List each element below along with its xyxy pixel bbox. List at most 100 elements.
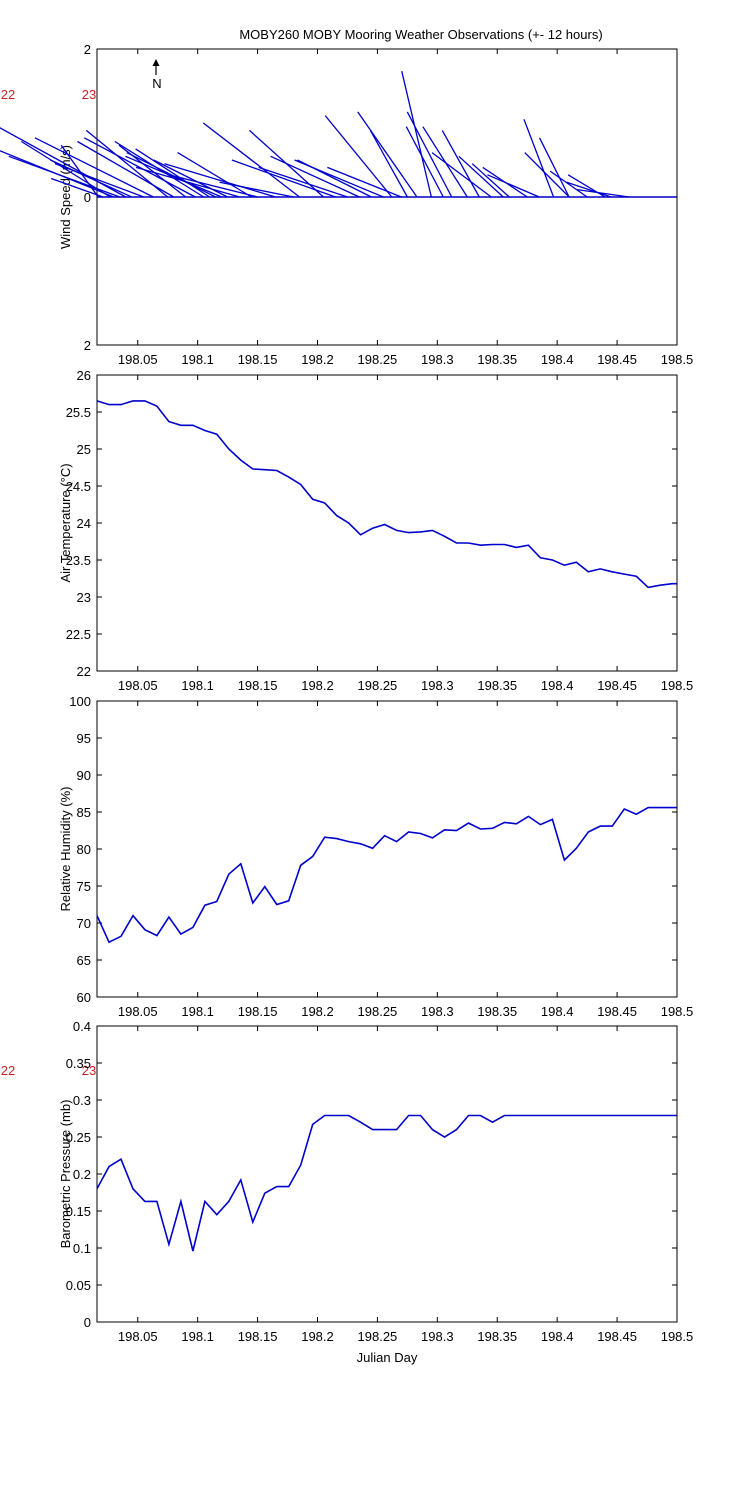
x-tick-label: 198.05 [118, 678, 158, 693]
x-tick-label: 198.5 [661, 678, 694, 693]
wind-stick [8, 155, 120, 198]
plot-frame [96, 1025, 678, 1323]
margin-label-22-lower: 22 [1, 1063, 15, 1078]
y-tick-label: 0.15 [66, 1204, 91, 1219]
series-line [96, 1114, 677, 1252]
x-tick-label: 198.15 [238, 1329, 278, 1344]
margin-label-22: 22 [1, 87, 15, 102]
wind-stick [405, 126, 444, 198]
wind-stick [54, 163, 144, 198]
wind-stick [406, 111, 453, 198]
series-line [96, 400, 677, 589]
x-tick-label: 198.5 [661, 352, 694, 367]
wind-stick [270, 155, 360, 198]
x-tick-label: 198.4 [541, 1329, 574, 1344]
y-tick-label: 80 [77, 842, 91, 857]
wind-stick [202, 122, 300, 198]
wind-stick [524, 152, 570, 198]
north-arrow-icon [152, 59, 160, 75]
wind-stick [50, 177, 104, 198]
wind-stick [566, 181, 612, 198]
y-tick-label: 0.35 [66, 1056, 91, 1071]
y-tick-label: 2 [84, 42, 91, 57]
y-tick-label: 0 [84, 1315, 91, 1330]
x-tick-label: 198.15 [238, 678, 278, 693]
y-tick-label: 2 [84, 338, 91, 353]
x-tick-label: 198.2 [301, 352, 334, 367]
air-temperature-panel: 198.05 198.1 198.15 198.2 198.25 198.3 198.35 1… [58, 368, 693, 693]
wind-stick [324, 115, 393, 198]
y-tick-label: 0.4 [73, 1019, 91, 1034]
x-tick-label: 198.1 [181, 352, 214, 367]
x-tick-label: 198.45 [597, 678, 637, 693]
north-label: N [152, 76, 161, 91]
x-tick-label: 198.2 [301, 1004, 334, 1019]
y-tick-label: 95 [77, 731, 91, 746]
x-tick-label: 198.2 [301, 1329, 334, 1344]
x-tick-label: 198.5 [661, 1329, 694, 1344]
y-tick-label: 0 [84, 190, 91, 205]
y-tick-label: 100 [69, 694, 91, 709]
x-tick-label: 198.3 [421, 352, 454, 367]
wind-stick [34, 137, 154, 198]
wind-stick [471, 163, 510, 198]
y-axis-label: Relative Humidity (%) [58, 787, 73, 912]
x-tick-label: 198.4 [541, 352, 574, 367]
y-tick-label: 24.5 [66, 479, 91, 494]
margin-label-23-lower: 23 [82, 1063, 96, 1078]
y-tick-label: 90 [77, 768, 91, 783]
wind-stick [77, 140, 175, 198]
x-tick-label: 198.45 [597, 1329, 637, 1344]
x-tick-label: 198.4 [541, 1004, 574, 1019]
plot-frame [96, 700, 678, 998]
wind-stick [549, 170, 588, 198]
barometric-pressure-panel: 198.05 198.1 198.15 198.2 198.25 198.3 198.35 1… [58, 1019, 693, 1365]
wind-stick [523, 119, 555, 198]
wind-stick [401, 71, 432, 198]
x-tick-label: 198.35 [477, 1329, 517, 1344]
y-tick-label: 25.5 [66, 405, 91, 420]
y-tick-label: 0.1 [73, 1241, 91, 1256]
y-tick-label: 75 [77, 879, 91, 894]
wind-stick [83, 137, 196, 198]
wind-stick [231, 159, 336, 198]
x-tick-label: 198.35 [477, 1004, 517, 1019]
wind-stick [135, 148, 210, 198]
wind-stick [168, 174, 258, 198]
wind-stick [538, 137, 570, 198]
x-tick-label: 198.05 [118, 352, 158, 367]
wind-stick [153, 159, 228, 198]
x-tick-label: 198.25 [358, 352, 398, 367]
x-tick-label: 198.35 [477, 678, 517, 693]
y-tick-label: 22 [77, 664, 91, 679]
x-tick-label: 198.05 [118, 1004, 158, 1019]
x-tick-label: 198.1 [181, 1329, 214, 1344]
x-tick-label: 198.3 [421, 1329, 454, 1344]
y-tick-label: 0.05 [66, 1278, 91, 1293]
y-tick-label: 85 [77, 805, 91, 820]
wind-stick [487, 174, 540, 198]
wind-stick [258, 166, 348, 198]
margin-label-23: 23 [82, 87, 96, 102]
wind-stick [219, 181, 294, 198]
x-tick-label: 198.2 [301, 678, 334, 693]
y-tick-label: 23.5 [66, 553, 91, 568]
wind-stick [135, 166, 240, 198]
x-tick-label: 198.25 [358, 1329, 398, 1344]
x-tick-label: 198.35 [477, 352, 517, 367]
x-tick-label: 198.45 [597, 1004, 637, 1019]
y-tick-label: 22.5 [66, 627, 91, 642]
y-tick-label: 25 [77, 442, 91, 457]
wind-stick [458, 155, 504, 198]
y-tick-label: 70 [77, 916, 91, 931]
wind-stick [357, 111, 418, 198]
x-tick-label: 198.4 [541, 678, 574, 693]
y-tick-label: 23 [77, 590, 91, 605]
wind-stick [50, 159, 133, 198]
series-line [96, 806, 677, 944]
x-tick-label: 198.5 [661, 1004, 694, 1019]
x-tick-label: 198.05 [118, 1329, 158, 1344]
wind-stick [294, 159, 384, 198]
x-tick-label: 198.25 [358, 1004, 398, 1019]
